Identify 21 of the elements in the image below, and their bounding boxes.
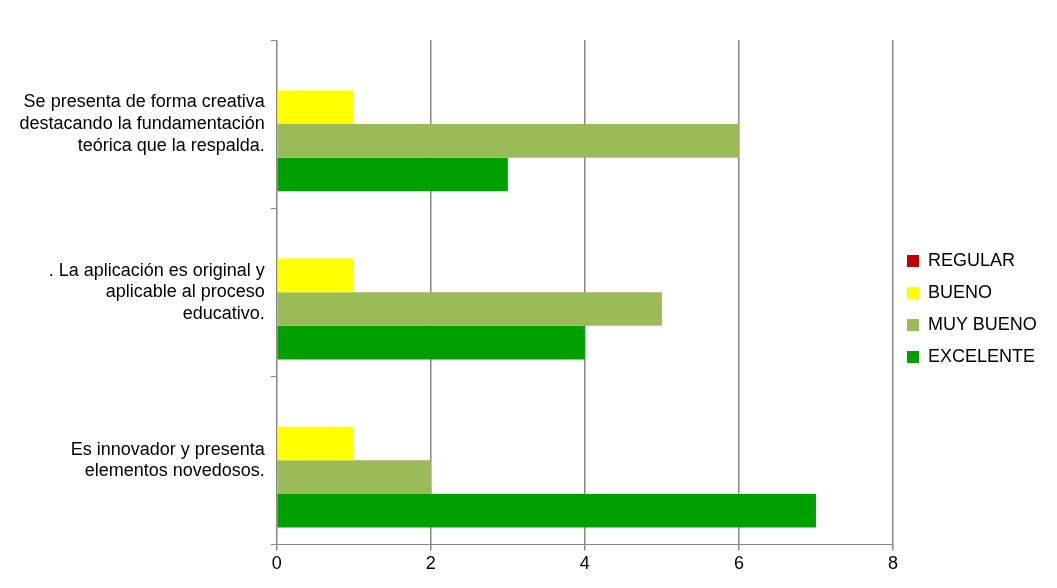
bar xyxy=(277,258,354,293)
x-tick-label: 6 xyxy=(733,553,744,574)
bar xyxy=(277,493,816,528)
y-tick-label: . La aplicación es original y aplicable al proceso educativo. xyxy=(48,259,265,323)
bar xyxy=(277,325,585,360)
x-tick-label: 0 xyxy=(271,553,282,574)
y-tick-label: Se presenta de forma creativa destacando la fundamentación teórica que la respalda. xyxy=(19,91,266,155)
legend-label: EXCELENTE xyxy=(927,345,1036,366)
y-tick-label: Es innovador y presenta elementos novedosos. xyxy=(70,438,266,481)
bar xyxy=(277,157,508,192)
legend-label: MUY BUENO xyxy=(927,313,1037,334)
x-tick-label: 2 xyxy=(425,553,436,574)
bar xyxy=(277,426,354,461)
legend-label: BUENO xyxy=(927,281,992,302)
bar xyxy=(277,292,662,326)
x-tick-label: 4 xyxy=(579,553,590,574)
legend-label: REGULAR xyxy=(927,249,1016,270)
x-tick-label: 8 xyxy=(887,553,898,574)
bar xyxy=(277,460,431,494)
bar xyxy=(277,124,739,158)
bar xyxy=(277,90,354,125)
